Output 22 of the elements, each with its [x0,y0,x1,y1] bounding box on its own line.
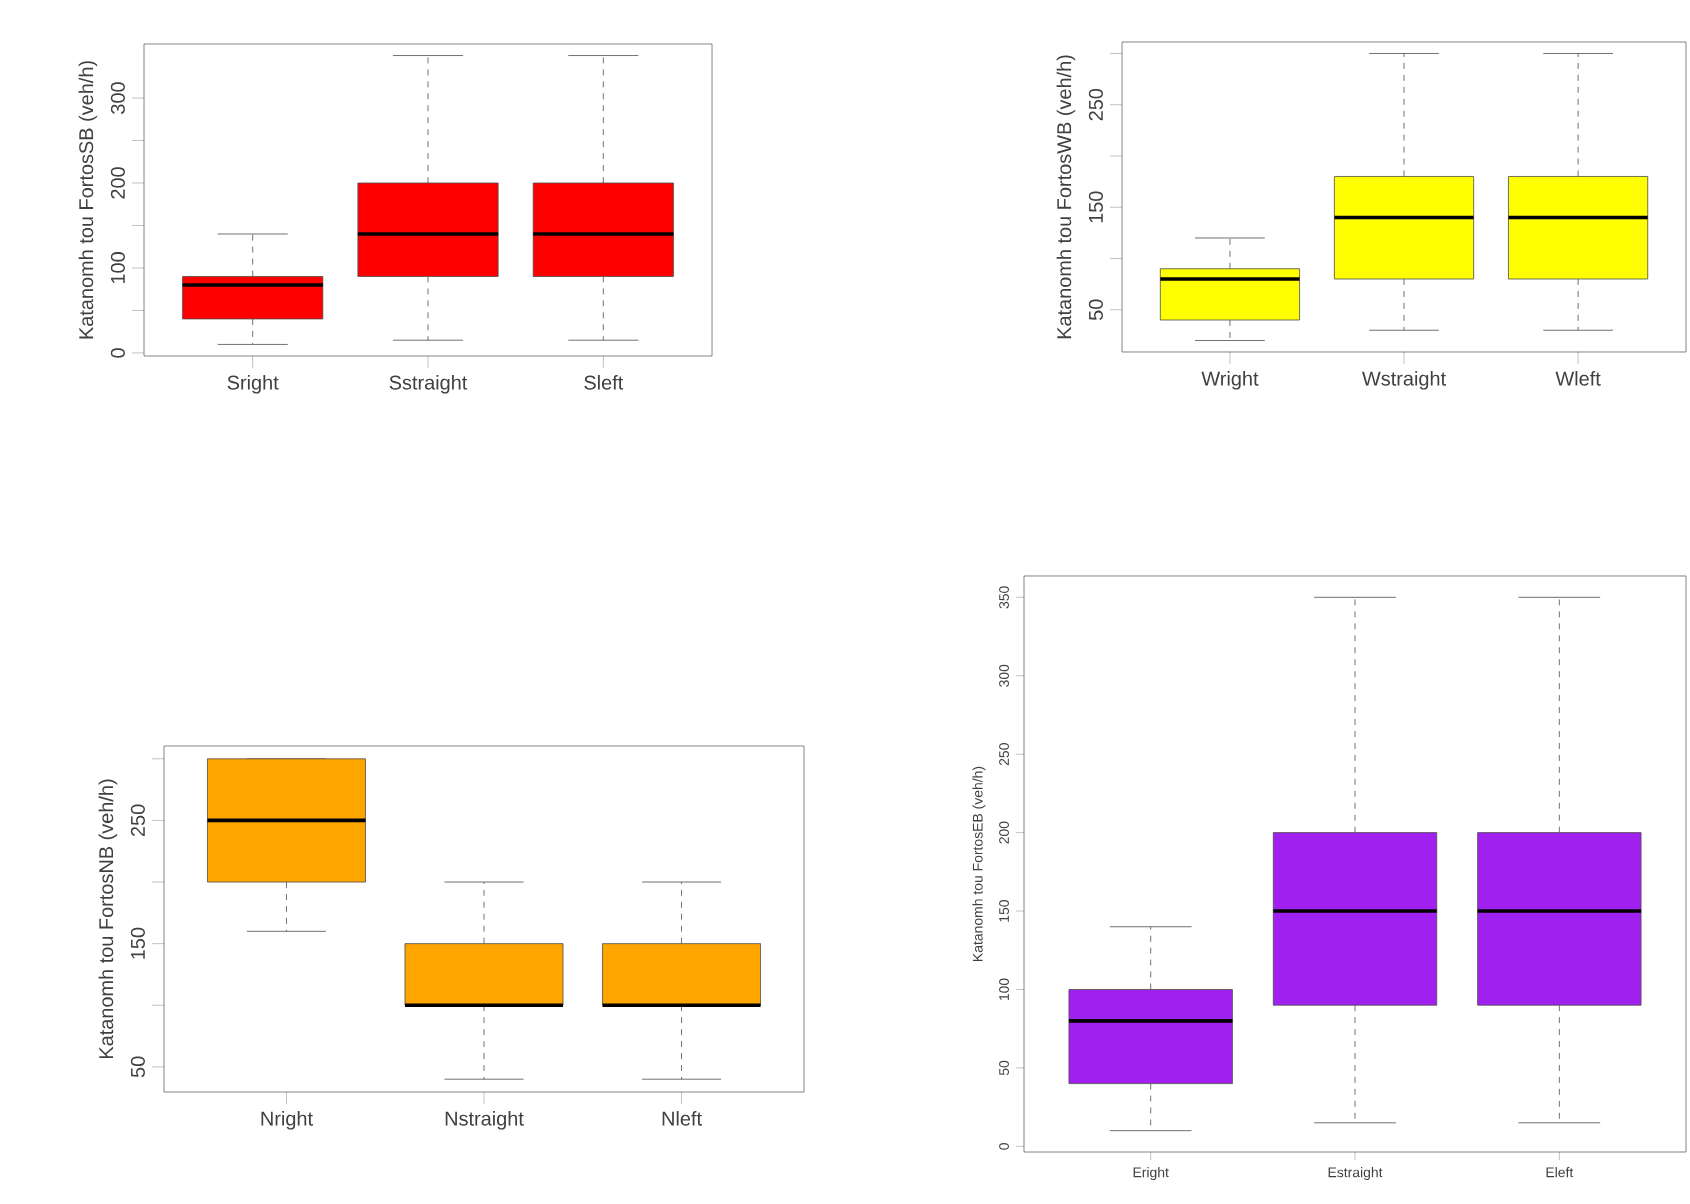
y-tick-label: 150 [130,927,145,959]
y-tick-label: 0 [110,348,125,358]
y-tick-label: 50 [1088,299,1103,321]
x-tick-label: Sstraight [389,375,468,394]
y-axis-title: Katanomh tou FortosSB (veh/h) [78,61,98,339]
y-tick-label: 300 [110,82,125,114]
y-tick-label: 200 [110,167,125,199]
x-tick-label: Sleft [584,375,624,390]
y-tick-label: 100 [110,252,125,284]
x-tick-label: Nleft [662,1111,702,1126]
x-tick-label: Wstraight [1362,371,1446,390]
x-tick-label: Wright [1201,371,1259,390]
x-tick-label: Nstraight [445,1111,524,1130]
x-tick-label: Sright [227,375,279,394]
y-tick-label: 250 [1088,88,1103,121]
y-axis-title: Katanomh tou FortosNB (veh/h) [98,779,118,1059]
x-tick-label: Nright [261,1111,313,1130]
y-tick-label: 250 [130,804,145,837]
y-axis-title: Katanomh tou FortosWB (veh/h) [1056,55,1076,339]
x-tick-label: Wleft [1555,371,1601,386]
y-tick-label: 150 [1088,191,1103,223]
y-tick-label: 50 [130,1056,145,1078]
